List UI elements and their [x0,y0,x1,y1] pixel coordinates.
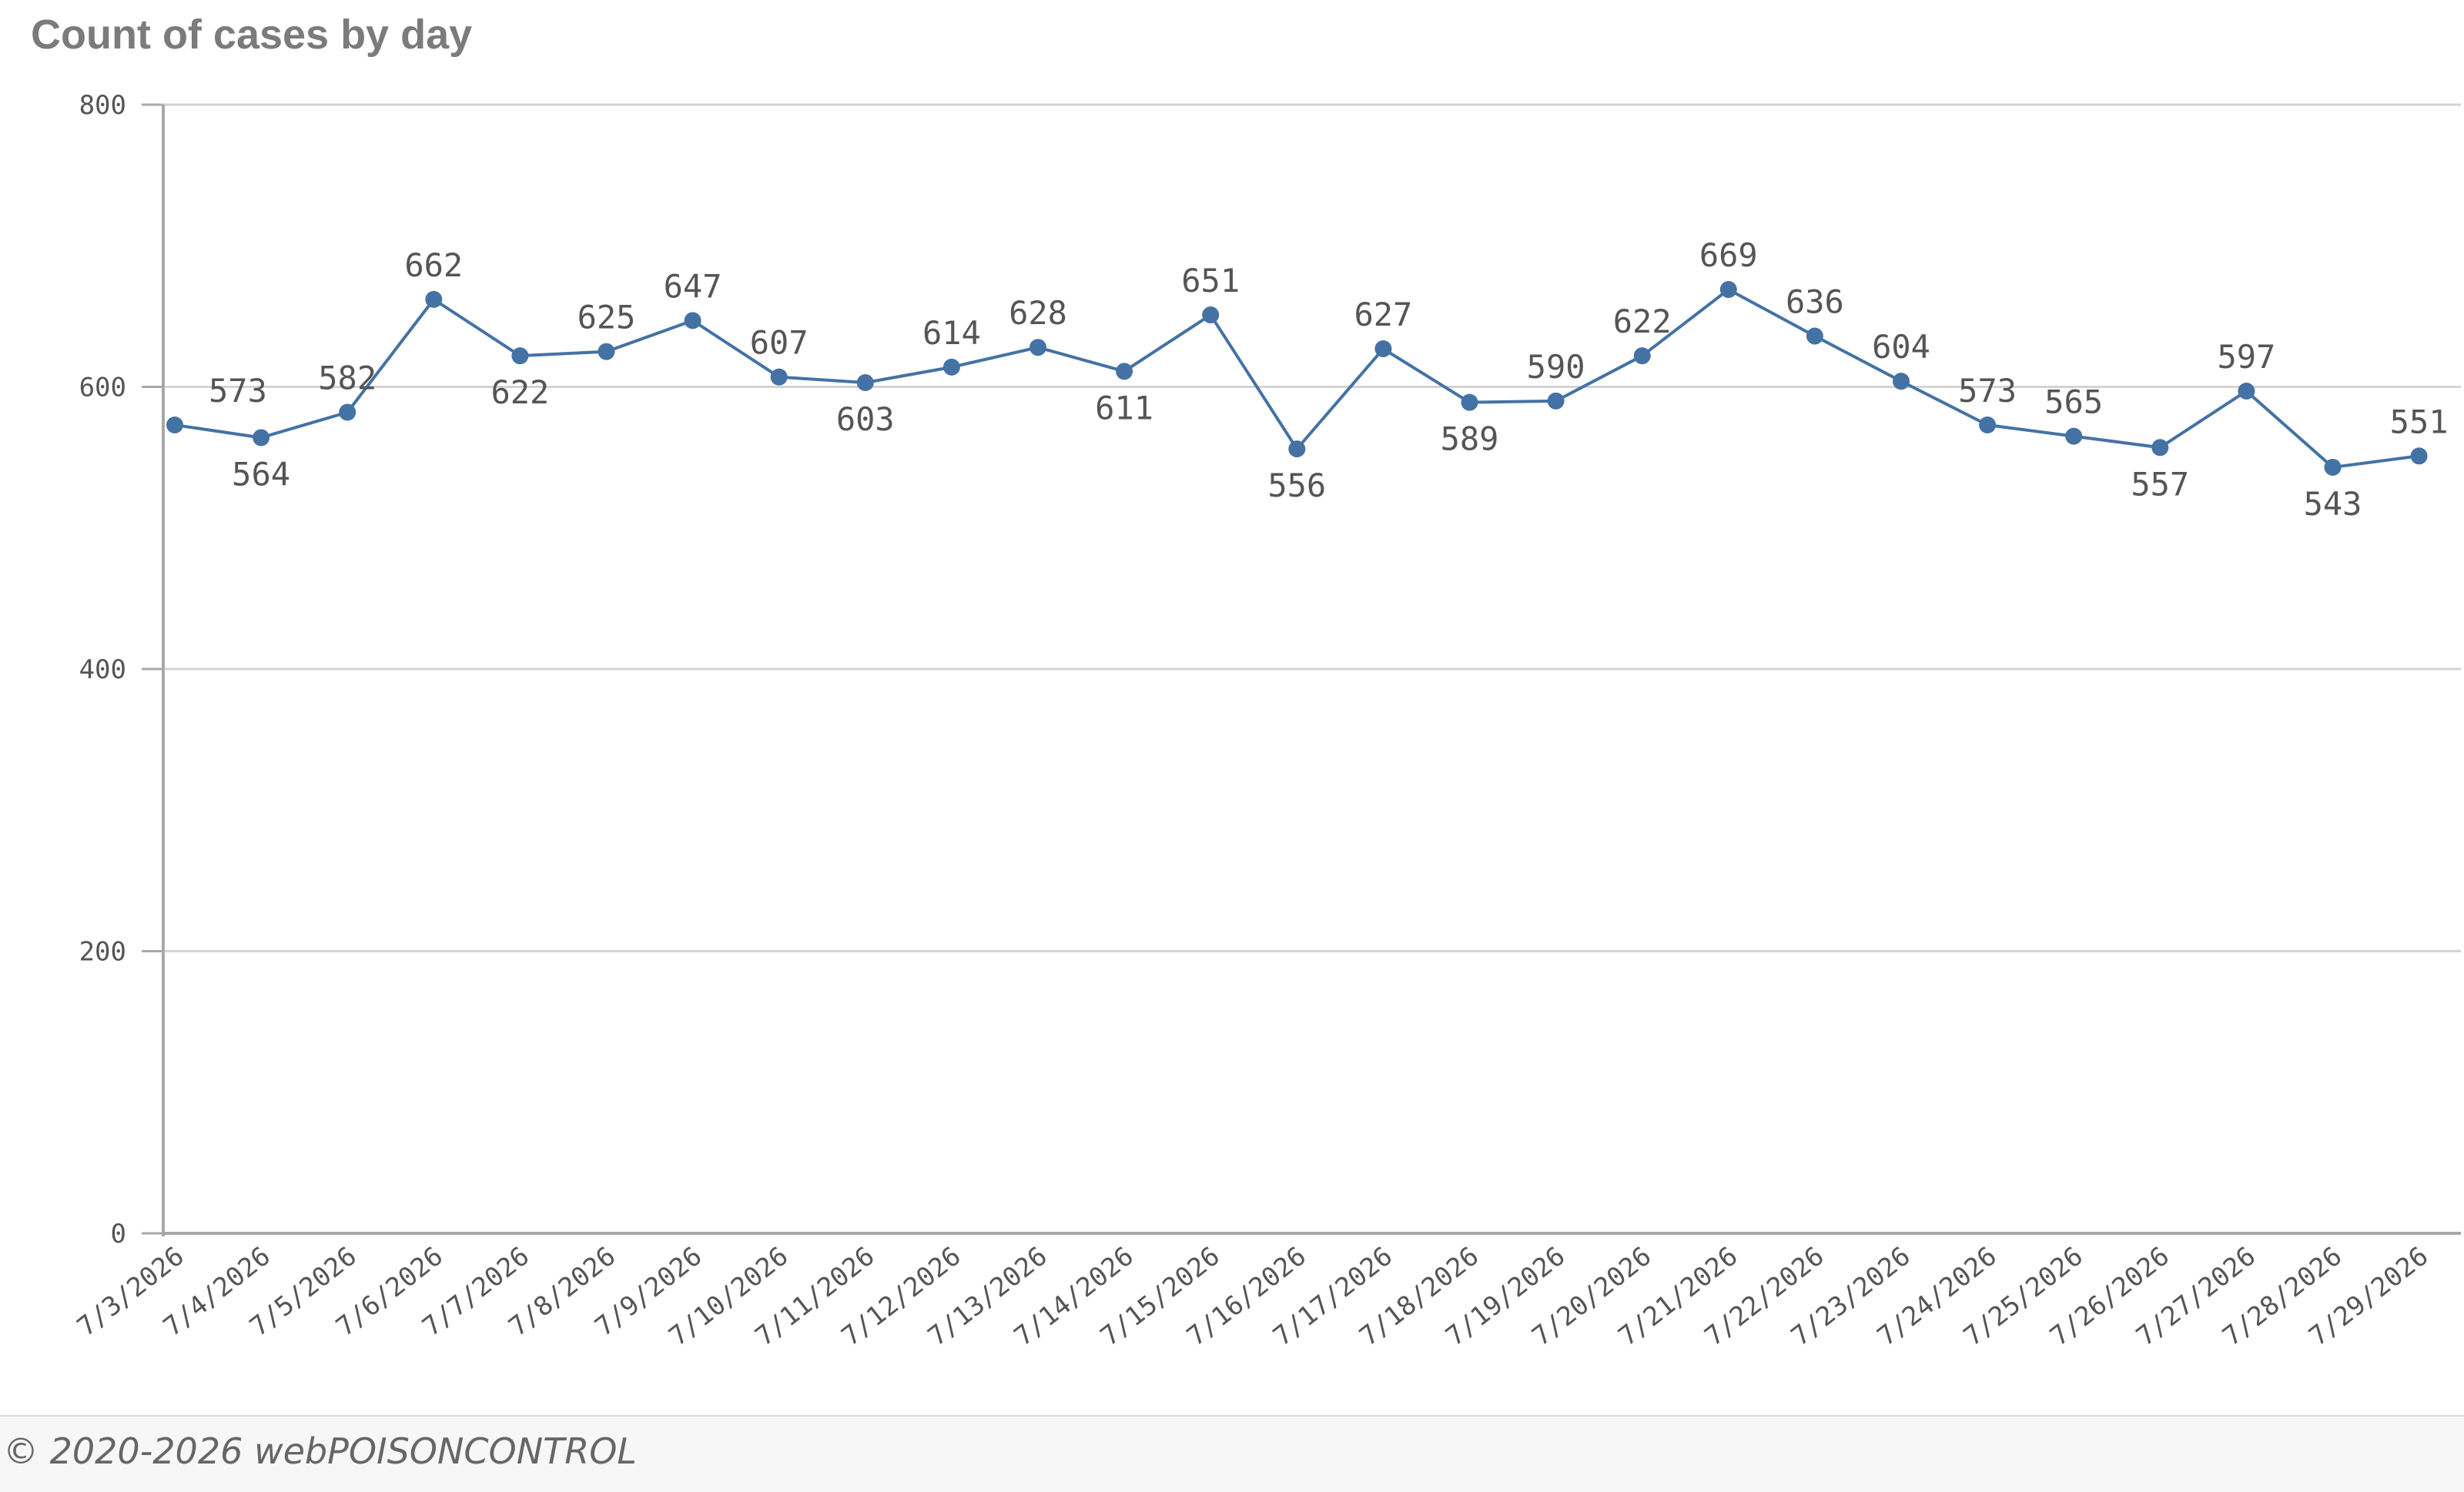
data-point [339,403,357,421]
data-label: 603 [836,400,895,438]
data-point [2065,427,2083,445]
axes [162,105,2461,1236]
data-label: 582 [318,359,377,396]
gridlines [163,103,2461,952]
data-point [2238,382,2255,400]
data-label: 607 [750,324,808,362]
data-point [253,429,270,447]
data-point [1547,392,1565,410]
series-layer [166,281,2428,476]
data-point [942,358,960,376]
data-label: 573 [209,372,267,410]
data-label: 597 [2217,338,2275,376]
data-point [856,374,874,392]
data-label: 551 [2390,403,2449,440]
data-point [1116,363,1133,380]
data-label: 557 [2131,465,2189,503]
y-tick-label: 800 [79,90,126,121]
footer-bar: © 2020-2026 webPOISONCONTROL [0,1415,2464,1492]
data-point [2324,458,2342,476]
data-point [1806,327,1823,345]
data-point [1461,393,1478,411]
data-point [2151,439,2169,457]
data-label: 564 [232,455,290,493]
data-label: 556 [1267,467,1326,504]
data-label: 622 [490,373,549,411]
data-label: 669 [1699,236,1758,274]
data-label: 651 [1181,262,1240,299]
data-label: 590 [1527,348,1585,386]
data-point [2410,447,2428,465]
data-point [1633,347,1651,365]
data-point [1029,339,1046,356]
data-label: 573 [1958,372,2017,410]
data-label: 636 [1786,283,1844,321]
y-tick-label: 600 [79,373,126,403]
chart-title: Count of cases by day [31,12,473,58]
y-tick-label: 200 [79,937,126,968]
data-point [1374,340,1392,358]
data-point [511,347,529,365]
x-axis-ticks: 7/3/20267/4/20267/5/20267/6/20267/7/2026… [72,1241,2434,1353]
data-label: 647 [664,267,722,305]
data-labels: 573 564 582 662 622 625 647 607 603 614 628 611 651 5… [209,236,2449,523]
data-point [1288,440,1306,458]
data-label: 604 [1872,328,1930,366]
data-label: 627 [1354,296,1412,333]
data-point [166,416,183,433]
data-point [425,290,443,308]
data-label: 622 [1613,303,1672,340]
data-point [598,343,615,360]
data-label: 565 [2044,383,2103,421]
data-label: 611 [1095,389,1153,427]
data-point [1979,416,1997,433]
data-point [684,312,701,330]
y-tick-label: 400 [79,654,126,685]
y-tick-label: 0 [111,1219,126,1249]
data-point [1893,373,1910,390]
data-label: 543 [2304,485,2362,523]
copyright-text: © 2020-2026 webPOISONCONTROL [3,1430,638,1472]
data-label: 662 [404,246,463,284]
y-axis-ticks: 0 200 400 600 800 [79,90,163,1249]
data-label: 628 [1009,294,1067,332]
data-label: 589 [1441,420,1499,458]
data-point [770,368,788,386]
line-chart: 0 200 400 600 800 7/3/20267/4/20267/5/20267/… [72,90,2461,1353]
data-point [1719,281,1737,299]
data-point [1202,306,1220,324]
data-label: 625 [578,299,636,336]
data-label: 614 [922,314,981,352]
